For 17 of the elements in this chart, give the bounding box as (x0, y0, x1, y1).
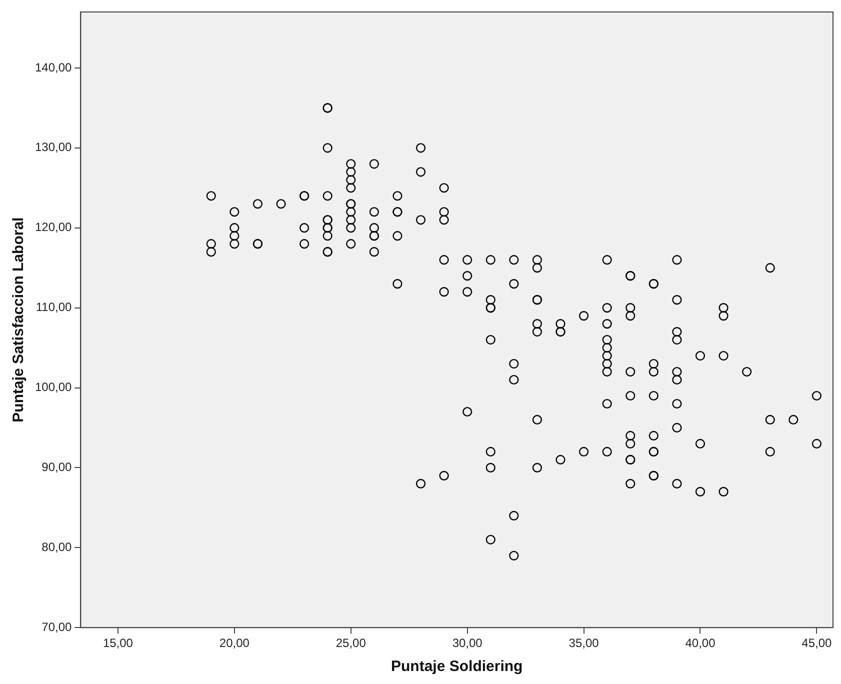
y-tick-label: 140,00 (35, 60, 72, 74)
y-tick-label: 110,00 (36, 300, 72, 314)
x-tick-label: 20,00 (219, 636, 250, 650)
x-tick-label: 15,00 (102, 636, 134, 650)
x-axis-title: Puntaje Soldiering (391, 658, 523, 676)
y-tick-label: 130,00 (35, 140, 72, 154)
x-tick-label: 25,00 (336, 636, 366, 650)
y-tick-label: 90,00 (42, 460, 72, 474)
y-tick-label: 120,00 (35, 220, 72, 234)
x-tick-label: 30,00 (452, 636, 483, 650)
x-tick-label: 35,00 (568, 636, 600, 650)
y-tick-label: 80,00 (42, 540, 72, 554)
y-tick-label: 100,00 (35, 380, 72, 394)
y-axis-title: Puntaje Satisfaccion Laboral (10, 217, 28, 422)
x-tick-label: 45,00 (802, 636, 832, 650)
y-tick-label: 70,00 (42, 620, 72, 634)
x-tick-label: 40,00 (685, 636, 716, 650)
